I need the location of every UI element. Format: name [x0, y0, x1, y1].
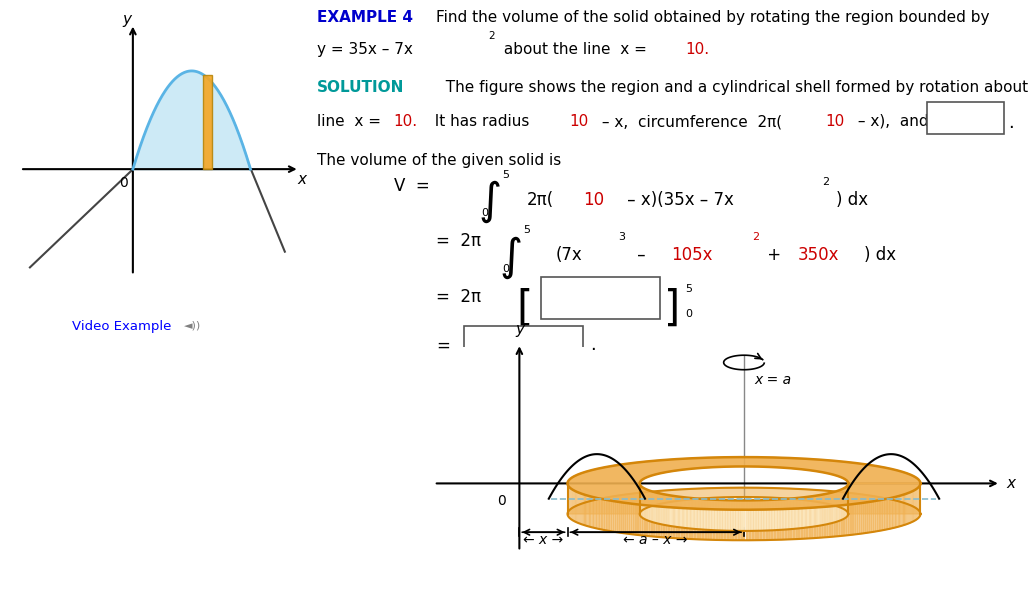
Text: 10: 10: [583, 191, 605, 209]
Text: ◄)): ◄)): [184, 320, 201, 330]
Bar: [541, 277, 660, 319]
Text: line  x =: line x =: [317, 114, 386, 129]
Polygon shape: [568, 457, 921, 509]
Text: – x,  circumference  2π(: – x, circumference 2π(: [598, 114, 782, 129]
Text: x = a: x = a: [754, 373, 792, 387]
Text: .: .: [1008, 114, 1013, 133]
Text: 0: 0: [482, 208, 488, 218]
Bar: [927, 102, 1004, 133]
Text: x: x: [297, 172, 307, 187]
Text: Find the volume of the solid obtained by rotating the region bounded by: Find the volume of the solid obtained by…: [436, 10, 990, 25]
Text: 0: 0: [119, 175, 127, 190]
Text: –: –: [633, 246, 651, 264]
Text: 0: 0: [503, 264, 510, 274]
Text: – x),  and height: – x), and height: [853, 114, 982, 129]
Text: – x)(35x – 7x: – x)(35x – 7x: [622, 191, 734, 209]
Text: 5: 5: [685, 285, 692, 294]
Text: EXAMPLE 4: EXAMPLE 4: [317, 10, 413, 25]
Text: ← a – x →: ← a – x →: [623, 533, 688, 547]
Text: .: .: [590, 337, 596, 355]
Text: ∫: ∫: [499, 236, 522, 279]
Bar: [203, 75, 213, 169]
Text: ∫: ∫: [478, 181, 502, 224]
Text: The figure shows the region and a cylindrical shell formed by rotation about the: The figure shows the region and a cylind…: [436, 80, 1032, 94]
Text: =: =: [436, 337, 450, 355]
Text: 10: 10: [570, 114, 588, 129]
Text: Video Example: Video Example: [72, 320, 171, 333]
Text: It has radius: It has radius: [425, 114, 540, 129]
Text: x: x: [1006, 476, 1015, 491]
Text: SOLUTION: SOLUTION: [317, 80, 404, 94]
Text: 0: 0: [497, 494, 506, 508]
Text: 5: 5: [523, 225, 530, 236]
Text: 2π(: 2π(: [527, 191, 554, 209]
Text: 10: 10: [826, 114, 844, 129]
Text: 5: 5: [503, 170, 510, 180]
Text: ← x →: ← x →: [523, 533, 563, 547]
Text: The volume of the given solid is: The volume of the given solid is: [317, 152, 560, 167]
Bar: [464, 326, 583, 368]
Text: y: y: [515, 322, 524, 337]
Text: 10.: 10.: [685, 42, 709, 57]
Text: [: [: [517, 288, 533, 330]
Text: =  2π: = 2π: [436, 233, 481, 251]
Text: =  2π: = 2π: [436, 288, 481, 306]
Text: 0: 0: [685, 309, 692, 319]
Text: 2: 2: [751, 233, 759, 242]
Text: 350x: 350x: [798, 246, 839, 264]
Text: y: y: [122, 13, 131, 28]
Polygon shape: [568, 487, 921, 514]
Text: ) dx: ) dx: [864, 246, 896, 264]
Text: +: +: [763, 246, 786, 264]
Text: (7x: (7x: [555, 246, 582, 264]
Text: 2: 2: [821, 177, 829, 187]
Text: 2: 2: [488, 31, 495, 41]
Text: y = 35x – 7x: y = 35x – 7x: [317, 42, 413, 57]
Text: 10.: 10.: [394, 114, 418, 129]
Text: ) dx: ) dx: [836, 191, 868, 209]
Text: ]: ]: [664, 288, 680, 330]
Text: V  =: V =: [394, 177, 429, 195]
Text: 105x: 105x: [671, 246, 712, 264]
Text: about the line  x =: about the line x =: [499, 42, 652, 57]
Text: 3: 3: [618, 233, 625, 242]
